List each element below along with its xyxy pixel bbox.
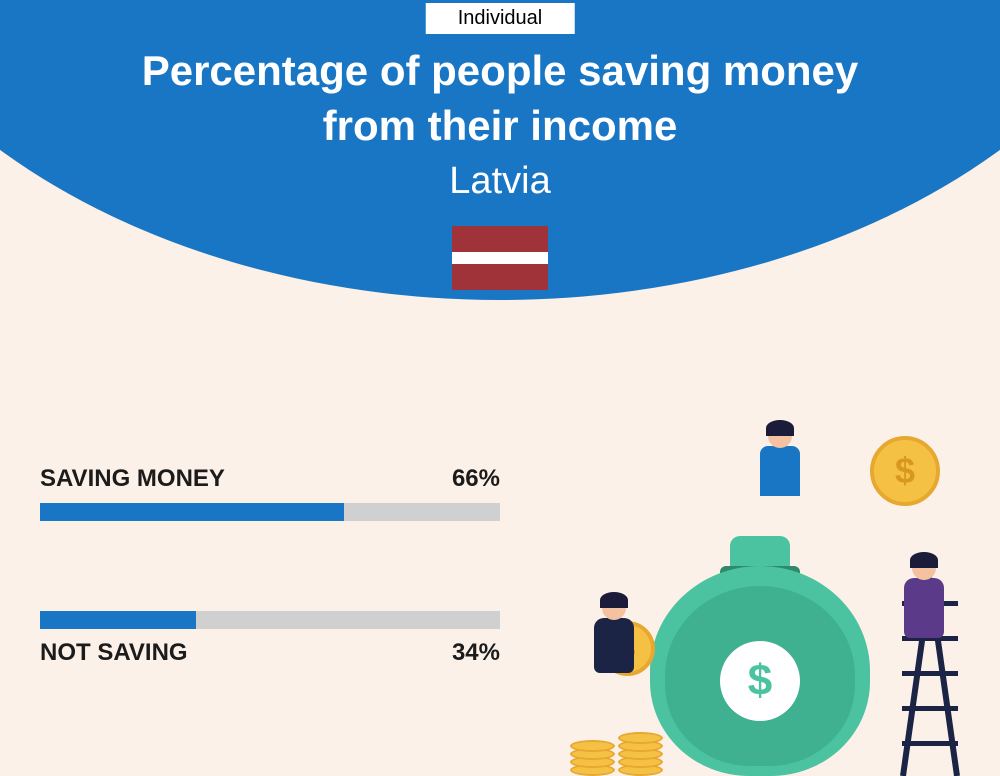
flag-stripe: [452, 252, 548, 265]
bar-label: NOT SAVING: [40, 639, 188, 667]
person-icon: [890, 556, 960, 716]
bar-track: [40, 503, 500, 521]
individual-tag: Individual: [426, 3, 575, 34]
flag-stripe: [452, 264, 548, 290]
bar-label: SAVING MONEY: [40, 465, 225, 493]
person-icon: [580, 596, 650, 716]
money-bag-icon: $: [650, 516, 870, 776]
page-title: Percentage of people saving money from t…: [0, 44, 1000, 153]
bar-value: 34%: [452, 639, 500, 667]
country-name: Latvia: [0, 160, 1000, 203]
bar-fill: [40, 611, 196, 629]
latvia-flag-icon: [452, 226, 548, 290]
bar-label-row: SAVING MONEY 66%: [40, 465, 500, 493]
dollar-icon: $: [720, 641, 800, 721]
bar-not-saving: NOT SAVING 34%: [40, 611, 500, 667]
bar-label-row: NOT SAVING 34%: [40, 639, 500, 667]
flag-stripe: [452, 226, 548, 252]
title-line2: from their income: [323, 102, 678, 149]
bar-value: 66%: [452, 465, 500, 493]
title-line1: Percentage of people saving money: [142, 47, 859, 94]
bar-fill: [40, 503, 344, 521]
bar-track: [40, 611, 500, 629]
bars-container: SAVING MONEY 66% NOT SAVING 34%: [40, 465, 500, 757]
bar-saving: SAVING MONEY 66%: [40, 465, 500, 521]
savings-illustration: $ $ $: [570, 416, 970, 776]
person-icon: [740, 416, 820, 506]
coin-icon: $: [870, 436, 940, 506]
